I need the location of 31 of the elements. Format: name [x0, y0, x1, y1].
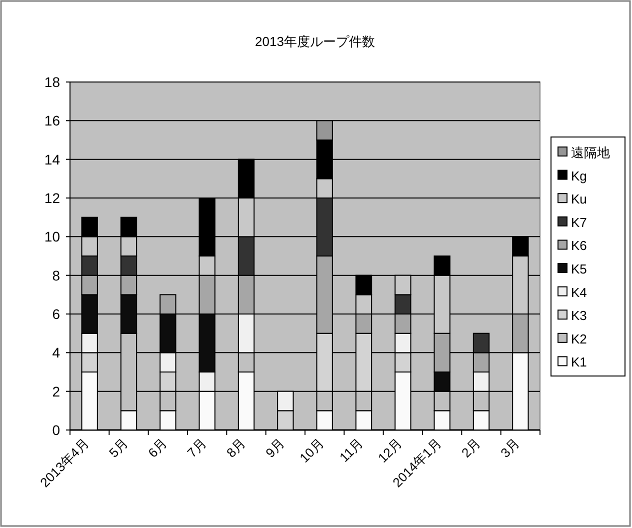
- y-tick-label: 14: [44, 151, 60, 168]
- legend-label: K5: [571, 262, 587, 276]
- chart-title: 2013年度ループ件数: [255, 34, 375, 49]
- y-tick-label: 4: [52, 344, 60, 361]
- x-tick-label: 2月: [458, 436, 484, 460]
- x-tick-label: 9月: [262, 436, 288, 460]
- y-tick-label: 2: [52, 383, 60, 400]
- legend-label: K6: [571, 238, 587, 254]
- y-tick-label: 10: [44, 228, 60, 245]
- legend-label: 遠隔地: [571, 145, 610, 160]
- x-tick-label: 8月: [223, 436, 248, 460]
- x-tick-label: 12月: [375, 436, 406, 466]
- legend-label: K7: [571, 214, 587, 230]
- legend-label: K2: [571, 331, 587, 346]
- x-tick-label: 3月: [498, 436, 523, 460]
- legend-label: Kg: [571, 168, 587, 184]
- legend-label: Ku: [571, 192, 587, 207]
- y-tick-label: 6: [52, 306, 60, 322]
- x-tick-label: 7月: [184, 436, 210, 460]
- x-tick-label: 6月: [145, 436, 170, 460]
- y-tick-label: 0: [52, 422, 60, 438]
- x-tick-label: 10月: [296, 436, 327, 466]
- y-tick-label: 8: [52, 267, 60, 284]
- legend-label: K1: [571, 354, 587, 370]
- y-tick-label: 16: [44, 112, 60, 129]
- x-tick-label: 11月: [336, 436, 366, 465]
- legend-label: K3: [571, 308, 587, 324]
- y-tick-label: 18: [44, 74, 60, 90]
- x-tick-label: 5月: [106, 436, 131, 460]
- legend-label: K4: [571, 284, 587, 300]
- y-tick-label: 12: [44, 190, 60, 206]
